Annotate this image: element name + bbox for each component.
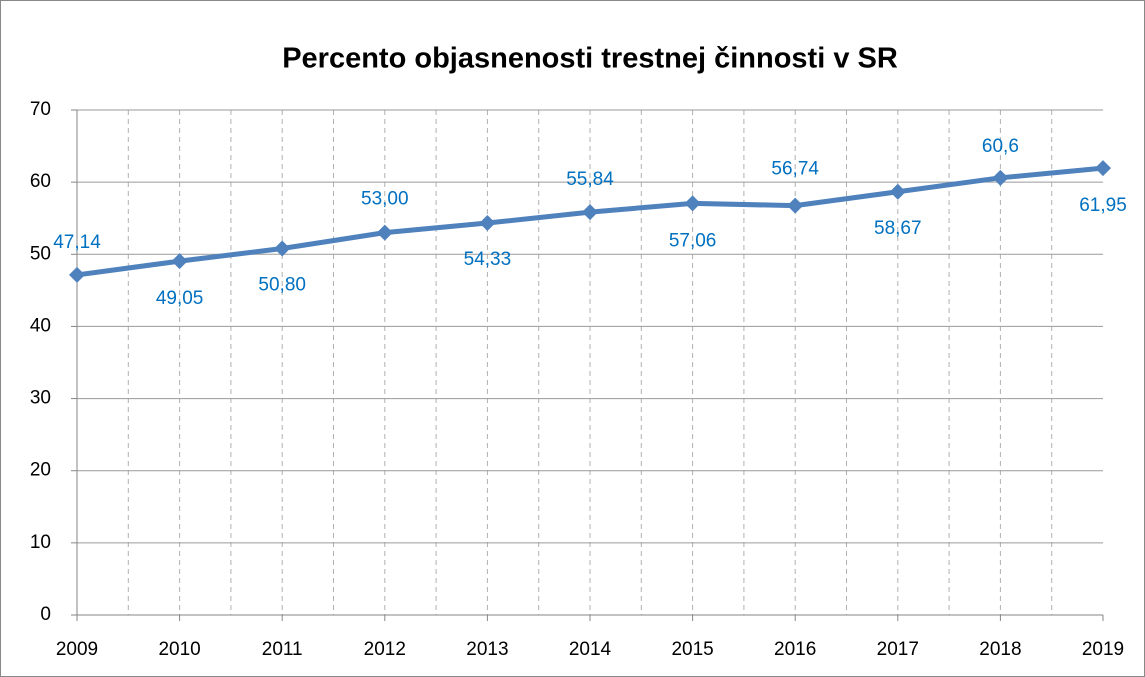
data-point xyxy=(1095,160,1111,177)
x-tick-label: 2010 xyxy=(158,639,200,660)
y-tick-label: 50 xyxy=(30,243,51,264)
data-label: 60,6 xyxy=(982,136,1019,157)
data-point xyxy=(376,224,393,241)
data-label: 55,84 xyxy=(566,169,614,190)
y-tick-label: 20 xyxy=(30,460,51,481)
x-tick-label: 2015 xyxy=(671,639,713,660)
y-tick-label: 0 xyxy=(40,604,51,625)
x-tick-label: 2011 xyxy=(262,639,303,660)
data-point xyxy=(479,215,496,232)
data-point xyxy=(787,197,804,214)
y-tick-label: 10 xyxy=(30,532,51,553)
x-tick-label: 2013 xyxy=(466,639,508,660)
x-tick-label: 2018 xyxy=(979,639,1021,660)
x-tick-label: 2009 xyxy=(56,639,98,660)
data-label: 47,14 xyxy=(53,232,101,253)
data-point xyxy=(69,266,85,283)
data-point xyxy=(889,183,906,200)
x-tick-label: 2012 xyxy=(364,639,406,660)
data-label: 56,74 xyxy=(771,159,819,180)
data-label: 49,05 xyxy=(156,288,204,309)
y-tick-label: 60 xyxy=(30,171,51,192)
chart-title: Percento objasnenosti trestnej činnosti … xyxy=(282,43,898,75)
x-tick-label: 2016 xyxy=(774,639,816,660)
data-label: 61,95 xyxy=(1079,195,1127,216)
data-point xyxy=(171,253,188,270)
x-tick-label: 2014 xyxy=(569,639,612,660)
y-tick-label: 30 xyxy=(30,388,51,409)
y-tick-label: 40 xyxy=(30,315,51,336)
x-tick-label: 2017 xyxy=(877,639,919,660)
data-point xyxy=(274,240,291,257)
data-point xyxy=(992,169,1009,186)
data-point xyxy=(582,204,598,221)
data-label: 50,80 xyxy=(258,275,306,296)
y-tick-label: 70 xyxy=(30,99,51,120)
data-label: 53,00 xyxy=(361,189,409,210)
data-label: 57,06 xyxy=(669,230,717,251)
data-label: 58,67 xyxy=(874,218,922,239)
x-tick-label: 2019 xyxy=(1082,639,1124,660)
data-point xyxy=(684,195,701,212)
data-label: 54,33 xyxy=(464,249,512,270)
